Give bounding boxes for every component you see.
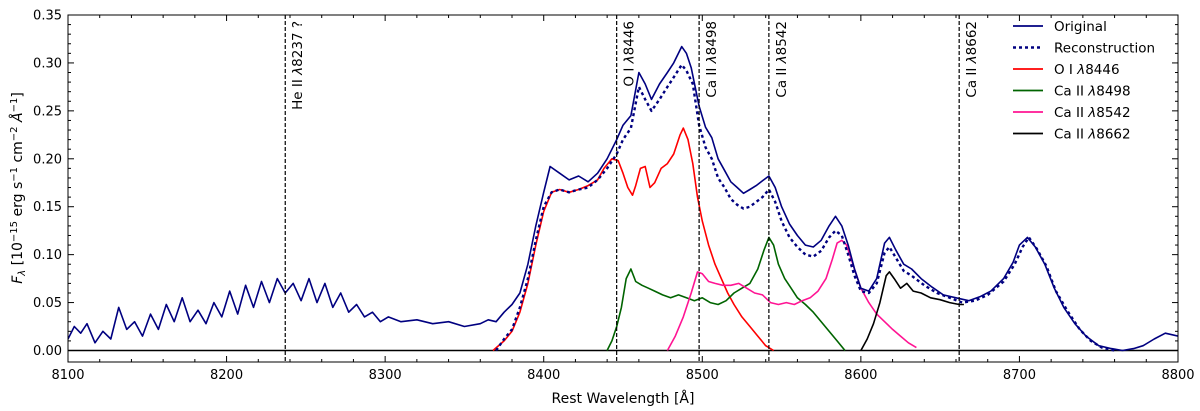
y-tick-label: 0.20 <box>33 152 62 167</box>
y-tick-label: 0.35 <box>33 9 62 24</box>
series-layer <box>68 45 1178 352</box>
y-tick-label: 0.25 <box>33 104 62 119</box>
legend-label-ca-ii-8542: Ca II λ8542 <box>1054 105 1131 121</box>
legend-label-original: Original <box>1054 19 1107 35</box>
y-axis-title-mid1: erg s <box>10 182 26 221</box>
series-line-o-i-8446 <box>492 127 775 352</box>
legend-label-reconstruction: Reconstruction <box>1054 41 1155 57</box>
vline-label-8446: O I λ8446 <box>622 21 638 87</box>
y-axis-title-close: ] <box>10 92 26 97</box>
y-tick-label: 0.30 <box>33 56 62 71</box>
series-line-reconstruction <box>495 63 1115 352</box>
vline-label-8542: Ca II λ8542 <box>774 21 790 98</box>
series-line-ca-ii-8542 <box>666 239 917 351</box>
vline-label-8662: Ca II λ8662 <box>964 21 980 98</box>
x-tick-label: 8600 <box>844 368 877 383</box>
legend-label-ca-ii-8662: Ca II λ8662 <box>1054 127 1131 143</box>
y-axis-title-mid3: Å <box>9 112 26 126</box>
x-tick-label: 8100 <box>51 368 84 383</box>
x-tick-label: 8800 <box>1161 368 1194 383</box>
y-axis-title-sub: λ <box>17 270 28 277</box>
axis-ticks: 8100 8200 8300 8400 8500 8600 8700 8800 0.00 0.05… <box>33 9 1195 384</box>
plot-frame <box>67 14 1179 363</box>
y-axis-title-mid2: cm <box>10 141 26 167</box>
series-line-ca-ii-8498 <box>606 236 846 352</box>
y-axis-title-exp4: −1 <box>9 98 20 113</box>
x-axis-title: Rest Wavelength [Å] <box>552 390 695 407</box>
series-line-original <box>68 45 1178 352</box>
y-axis-title-open: [10 <box>10 242 26 270</box>
x-tick-label: 8400 <box>527 368 560 383</box>
y-tick-label: 0.05 <box>33 296 62 311</box>
vline-label-8237: He II λ8237 ? <box>290 21 306 110</box>
y-tick-label: 0.15 <box>33 200 62 215</box>
line-markers: He II λ8237 ? O I λ8446 Ca II λ8498 Ca II λ… <box>284 15 980 362</box>
y-tick-label: 0.10 <box>33 248 62 263</box>
y-axis-title-prefix: F <box>10 275 26 284</box>
legend: Original Reconstruction O I λ8446 Ca II λ84… <box>1013 19 1155 143</box>
legend-label-o-i-8446: O I λ8446 <box>1054 62 1120 78</box>
y-axis-title-exp1: −15 <box>9 221 20 242</box>
y-axis-title-exp3: −2 <box>9 126 20 141</box>
legend-label-ca-ii-8498: Ca II λ8498 <box>1054 84 1131 100</box>
series-line-ca-ii-8662 <box>860 271 964 351</box>
y-axis-title-exp2: −1 <box>9 167 20 182</box>
y-axis-title: Fλ [10−15 erg s−1 cm−2 Å−1] <box>9 92 28 284</box>
y-tick-label: 0.00 <box>33 344 62 359</box>
vline-label-8498: Ca II λ8498 <box>704 21 720 98</box>
x-tick-label: 8300 <box>369 368 402 383</box>
x-tick-label: 8700 <box>1003 368 1036 383</box>
x-tick-label: 8200 <box>210 368 243 383</box>
x-tick-label: 8500 <box>686 368 719 383</box>
